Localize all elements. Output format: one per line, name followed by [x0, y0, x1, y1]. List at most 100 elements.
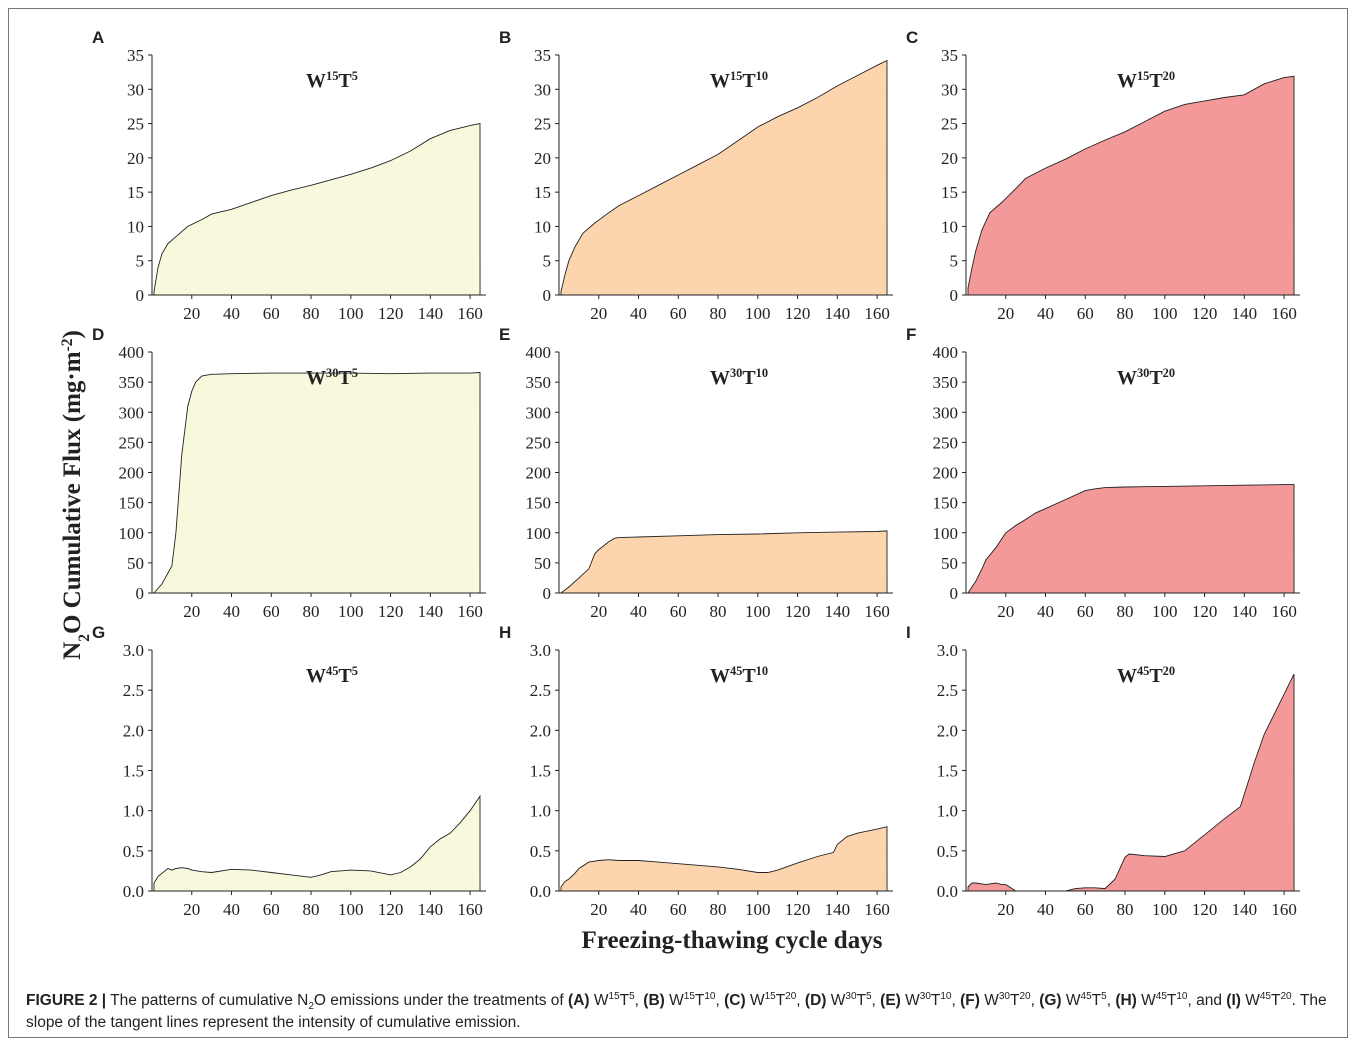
y-tick-label: 200 [119, 464, 145, 483]
y-tick-label: 20 [534, 149, 551, 168]
caption-run: W [589, 992, 609, 1009]
area [967, 75, 1295, 296]
caption-run: , [1030, 992, 1040, 1009]
x-tick-label: 160 [1271, 304, 1297, 323]
y-tick-label: 30 [534, 80, 551, 99]
text-run: W [710, 70, 730, 92]
y-tick-label: 1.5 [123, 762, 144, 781]
x-tick-label: 160 [457, 602, 483, 621]
panel-title: W15T10 [710, 69, 768, 92]
y-tick-label: 50 [534, 554, 551, 573]
y-tick-label: 10 [534, 217, 551, 236]
y-tick-label: 100 [526, 524, 552, 543]
caption-run: , and [1187, 992, 1227, 1009]
y-tick-label: 1.5 [937, 762, 958, 781]
area [153, 123, 481, 296]
caption-run: 20 [1280, 990, 1292, 1002]
x-tick-label: 100 [338, 900, 364, 919]
text-run: -2 [59, 338, 76, 351]
x-tick-label: 160 [1271, 602, 1297, 621]
panel-letter: B [499, 28, 511, 47]
x-tick-label: 140 [825, 304, 851, 323]
y-tick-label: 400 [526, 343, 552, 362]
x-tick-label: 140 [418, 602, 444, 621]
text-run: T [338, 665, 352, 687]
x-tick-label: 120 [1192, 304, 1218, 323]
x-tick-label: 120 [785, 900, 811, 919]
caption-run: (B) [643, 992, 665, 1009]
x-tick-label: 20 [590, 602, 607, 621]
x-tick-label: 40 [630, 602, 647, 621]
y-tick-label: 15 [534, 183, 551, 202]
caption-run: , [951, 992, 961, 1009]
x-tick-label: 60 [670, 602, 687, 621]
caption-run: . The slope of the tangent lines represe… [26, 992, 1327, 1031]
y-tick-label: 30 [127, 80, 144, 99]
panel-letter: F [906, 325, 916, 344]
text-run: W [1117, 70, 1137, 92]
area [967, 484, 1295, 594]
x-tick-label: 20 [997, 304, 1014, 323]
x-tick-label: 120 [378, 304, 404, 323]
text-run: 10 [756, 69, 768, 83]
caption-run: T [694, 992, 705, 1009]
y-tick-label: 2.5 [123, 681, 144, 700]
caption-run: 10 [940, 990, 952, 1002]
x-tick-label: 60 [670, 900, 687, 919]
x-tick-label: 140 [825, 900, 851, 919]
caption-run: T [930, 992, 941, 1009]
x-tick-label: 80 [1117, 304, 1134, 323]
caption-run: (I) [1226, 992, 1241, 1009]
caption-run: 45 [1155, 990, 1167, 1002]
y-tick-label: 35 [534, 46, 551, 65]
x-tick-label: 80 [1117, 602, 1134, 621]
text-run: 20 [1163, 664, 1175, 678]
y-tick-label: 400 [933, 343, 959, 362]
y-tick-label: 400 [119, 343, 145, 362]
x-tick-label: 100 [338, 602, 364, 621]
x-tick-label: 140 [825, 602, 851, 621]
y-tick-label: 150 [933, 494, 959, 513]
x-tick-label: 100 [1152, 900, 1178, 919]
area [560, 826, 888, 892]
y-tick-label: 10 [941, 217, 958, 236]
text-run: 5 [352, 69, 358, 83]
caption-run: , [634, 992, 644, 1009]
x-tick-label: 40 [1037, 602, 1054, 621]
x-tick-label: 100 [1152, 304, 1178, 323]
x-tick-label: 140 [418, 304, 444, 323]
text-run: 45 [326, 664, 338, 678]
caption-run: The patterns of cumulative N [106, 992, 309, 1009]
y-tick-label: 5 [950, 252, 959, 271]
caption-run: FIGURE 2 | [26, 992, 107, 1009]
panel-letter: I [906, 623, 911, 642]
caption-run: 10 [1176, 990, 1188, 1002]
text-run: 15 [326, 69, 338, 83]
text-run: 30 [326, 366, 338, 380]
y-tick-label: 15 [127, 183, 144, 202]
caption-run: 5 [865, 990, 872, 1002]
panel-title: W45T5 [306, 664, 358, 687]
y-tick-label: 25 [127, 115, 144, 134]
y-tick-label: 0.0 [530, 882, 551, 901]
panel-title: W30T5 [306, 366, 358, 389]
x-tick-label: 100 [338, 304, 364, 323]
y-tick-label: 300 [526, 403, 552, 422]
text-run: T [742, 665, 756, 687]
x-tick-label: 60 [263, 602, 280, 621]
y-tick-label: 350 [119, 373, 145, 392]
y-tick-label: 0.5 [937, 842, 958, 861]
caption-run: 30 [998, 990, 1010, 1002]
text-run: 20 [1163, 366, 1175, 380]
y-tick-label: 1.0 [123, 802, 144, 821]
x-tick-label: 60 [1077, 304, 1094, 323]
x-tick-label: 100 [745, 304, 771, 323]
panel-letter: C [906, 28, 918, 47]
caption-run: T [619, 992, 630, 1009]
text-run: W [710, 367, 730, 389]
text-run: 5 [352, 664, 358, 678]
y-tick-label: 25 [534, 115, 551, 134]
x-tick-label: 20 [997, 900, 1014, 919]
caption-run: (E) [880, 992, 901, 1009]
